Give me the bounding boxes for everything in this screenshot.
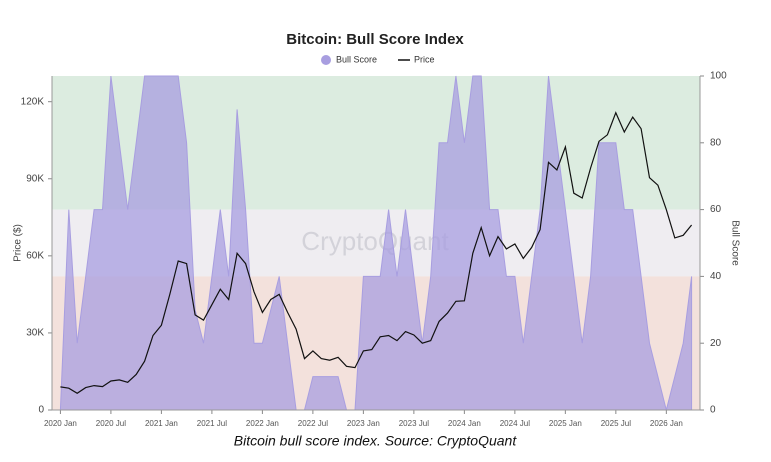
x-tick-label: 2022 Jan bbox=[246, 419, 279, 428]
bull-score-area bbox=[59, 75, 693, 411]
x-tick-label: 2024 Jul bbox=[500, 419, 530, 428]
y-tick-label: 30K bbox=[26, 328, 44, 339]
y2-tick-label: 0 bbox=[710, 405, 716, 416]
caption: Bitcoin bull score index. Source: Crypto… bbox=[234, 433, 518, 449]
legend-label: Price bbox=[414, 54, 435, 64]
x-tick-label: 2023 Jan bbox=[347, 419, 380, 428]
x-tick-label: 2025 Jul bbox=[601, 419, 631, 428]
x-tick-label: 2026 Jan bbox=[650, 419, 683, 428]
y2-tick-label: 40 bbox=[710, 271, 722, 282]
y-tick-label: 90K bbox=[26, 173, 44, 184]
y2-tick-label: 80 bbox=[710, 137, 722, 148]
x-tick-label: 2024 Jan bbox=[448, 419, 481, 428]
y-tick-label: 60K bbox=[26, 250, 44, 261]
legend-marker bbox=[321, 55, 331, 65]
x-tick-label: 2020 Jan bbox=[44, 419, 77, 428]
x-tick-label: 2020 Jul bbox=[96, 419, 126, 428]
y2-axis-label: Bull Score bbox=[729, 220, 740, 266]
y-tick-label: 0 bbox=[38, 405, 44, 416]
y2-tick-label: 100 bbox=[710, 71, 727, 82]
y-axis-label: Price ($) bbox=[13, 224, 24, 262]
x-tick-label: 2023 Jul bbox=[399, 419, 429, 428]
chart-title: Bitcoin: Bull Score Index bbox=[286, 31, 464, 48]
x-tick-label: 2021 Jul bbox=[197, 419, 227, 428]
y2-tick-label: 20 bbox=[710, 338, 722, 349]
watermark: CryptoQuant bbox=[301, 226, 449, 256]
price-line bbox=[60, 111, 693, 395]
x-tick-label: 2025 Jan bbox=[549, 419, 582, 428]
x-tick-label: 2021 Jan bbox=[145, 419, 178, 428]
x-tick-label: 2022 Jul bbox=[298, 419, 328, 428]
y-tick-label: 120K bbox=[21, 96, 45, 107]
legend-label: Bull Score bbox=[336, 54, 377, 64]
y2-tick-label: 60 bbox=[710, 204, 722, 215]
